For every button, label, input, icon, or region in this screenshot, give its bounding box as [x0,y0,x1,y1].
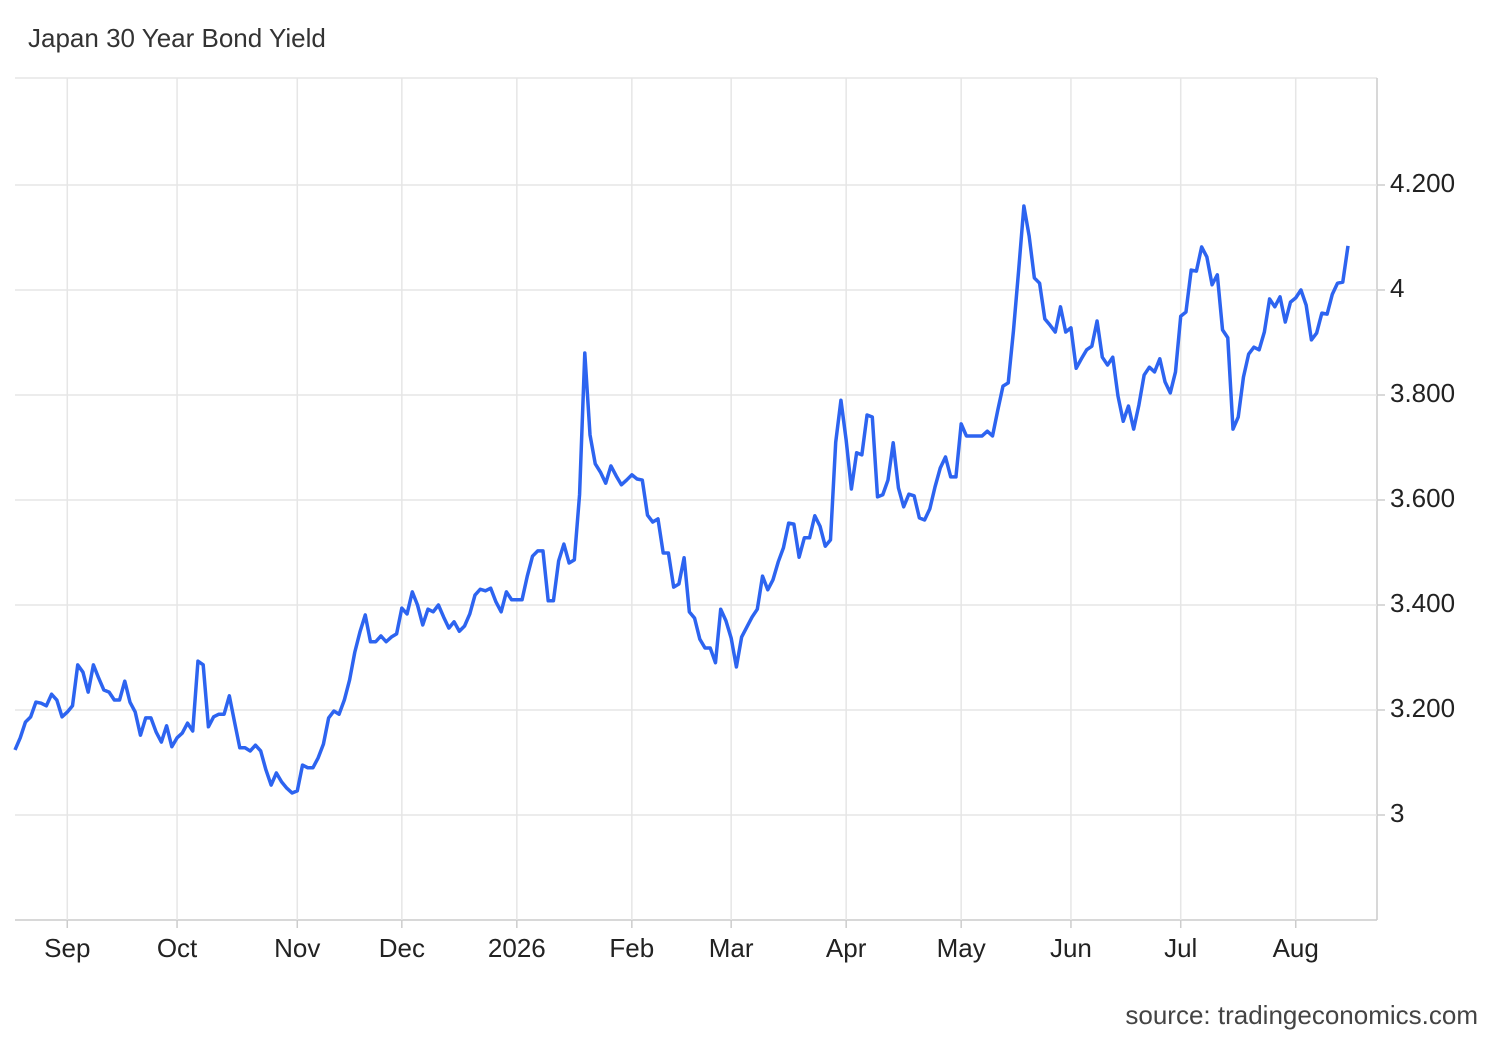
x-tick-label: Dec [379,933,425,963]
x-tick-label: Oct [157,933,198,963]
x-tick-label: Jul [1164,933,1197,963]
x-tick-label: Nov [274,933,320,963]
chart-title: Japan 30 Year Bond Yield [28,23,326,53]
x-tick-label: Jun [1050,933,1092,963]
y-tick-label: 3.400 [1390,588,1455,618]
x-tick-label: Feb [609,933,654,963]
y-tick-label: 3 [1390,798,1404,828]
source-label: source: tradingeconomics.com [1125,1000,1478,1030]
y-tick-label: 3.600 [1390,483,1455,513]
y-tick-label: 3.200 [1390,693,1455,723]
y-tick-label: 4 [1390,273,1404,303]
x-tick-label: May [937,933,986,963]
x-tick-label: Apr [826,933,867,963]
x-tick-label: Aug [1273,933,1319,963]
y-tick-label: 4.200 [1390,168,1455,198]
x-tick-label: Sep [44,933,90,963]
y-tick-label: 3.800 [1390,378,1455,408]
data-line [13,204,1350,795]
x-tick-label: 2026 [488,933,546,963]
x-tick-label: Mar [709,933,754,963]
